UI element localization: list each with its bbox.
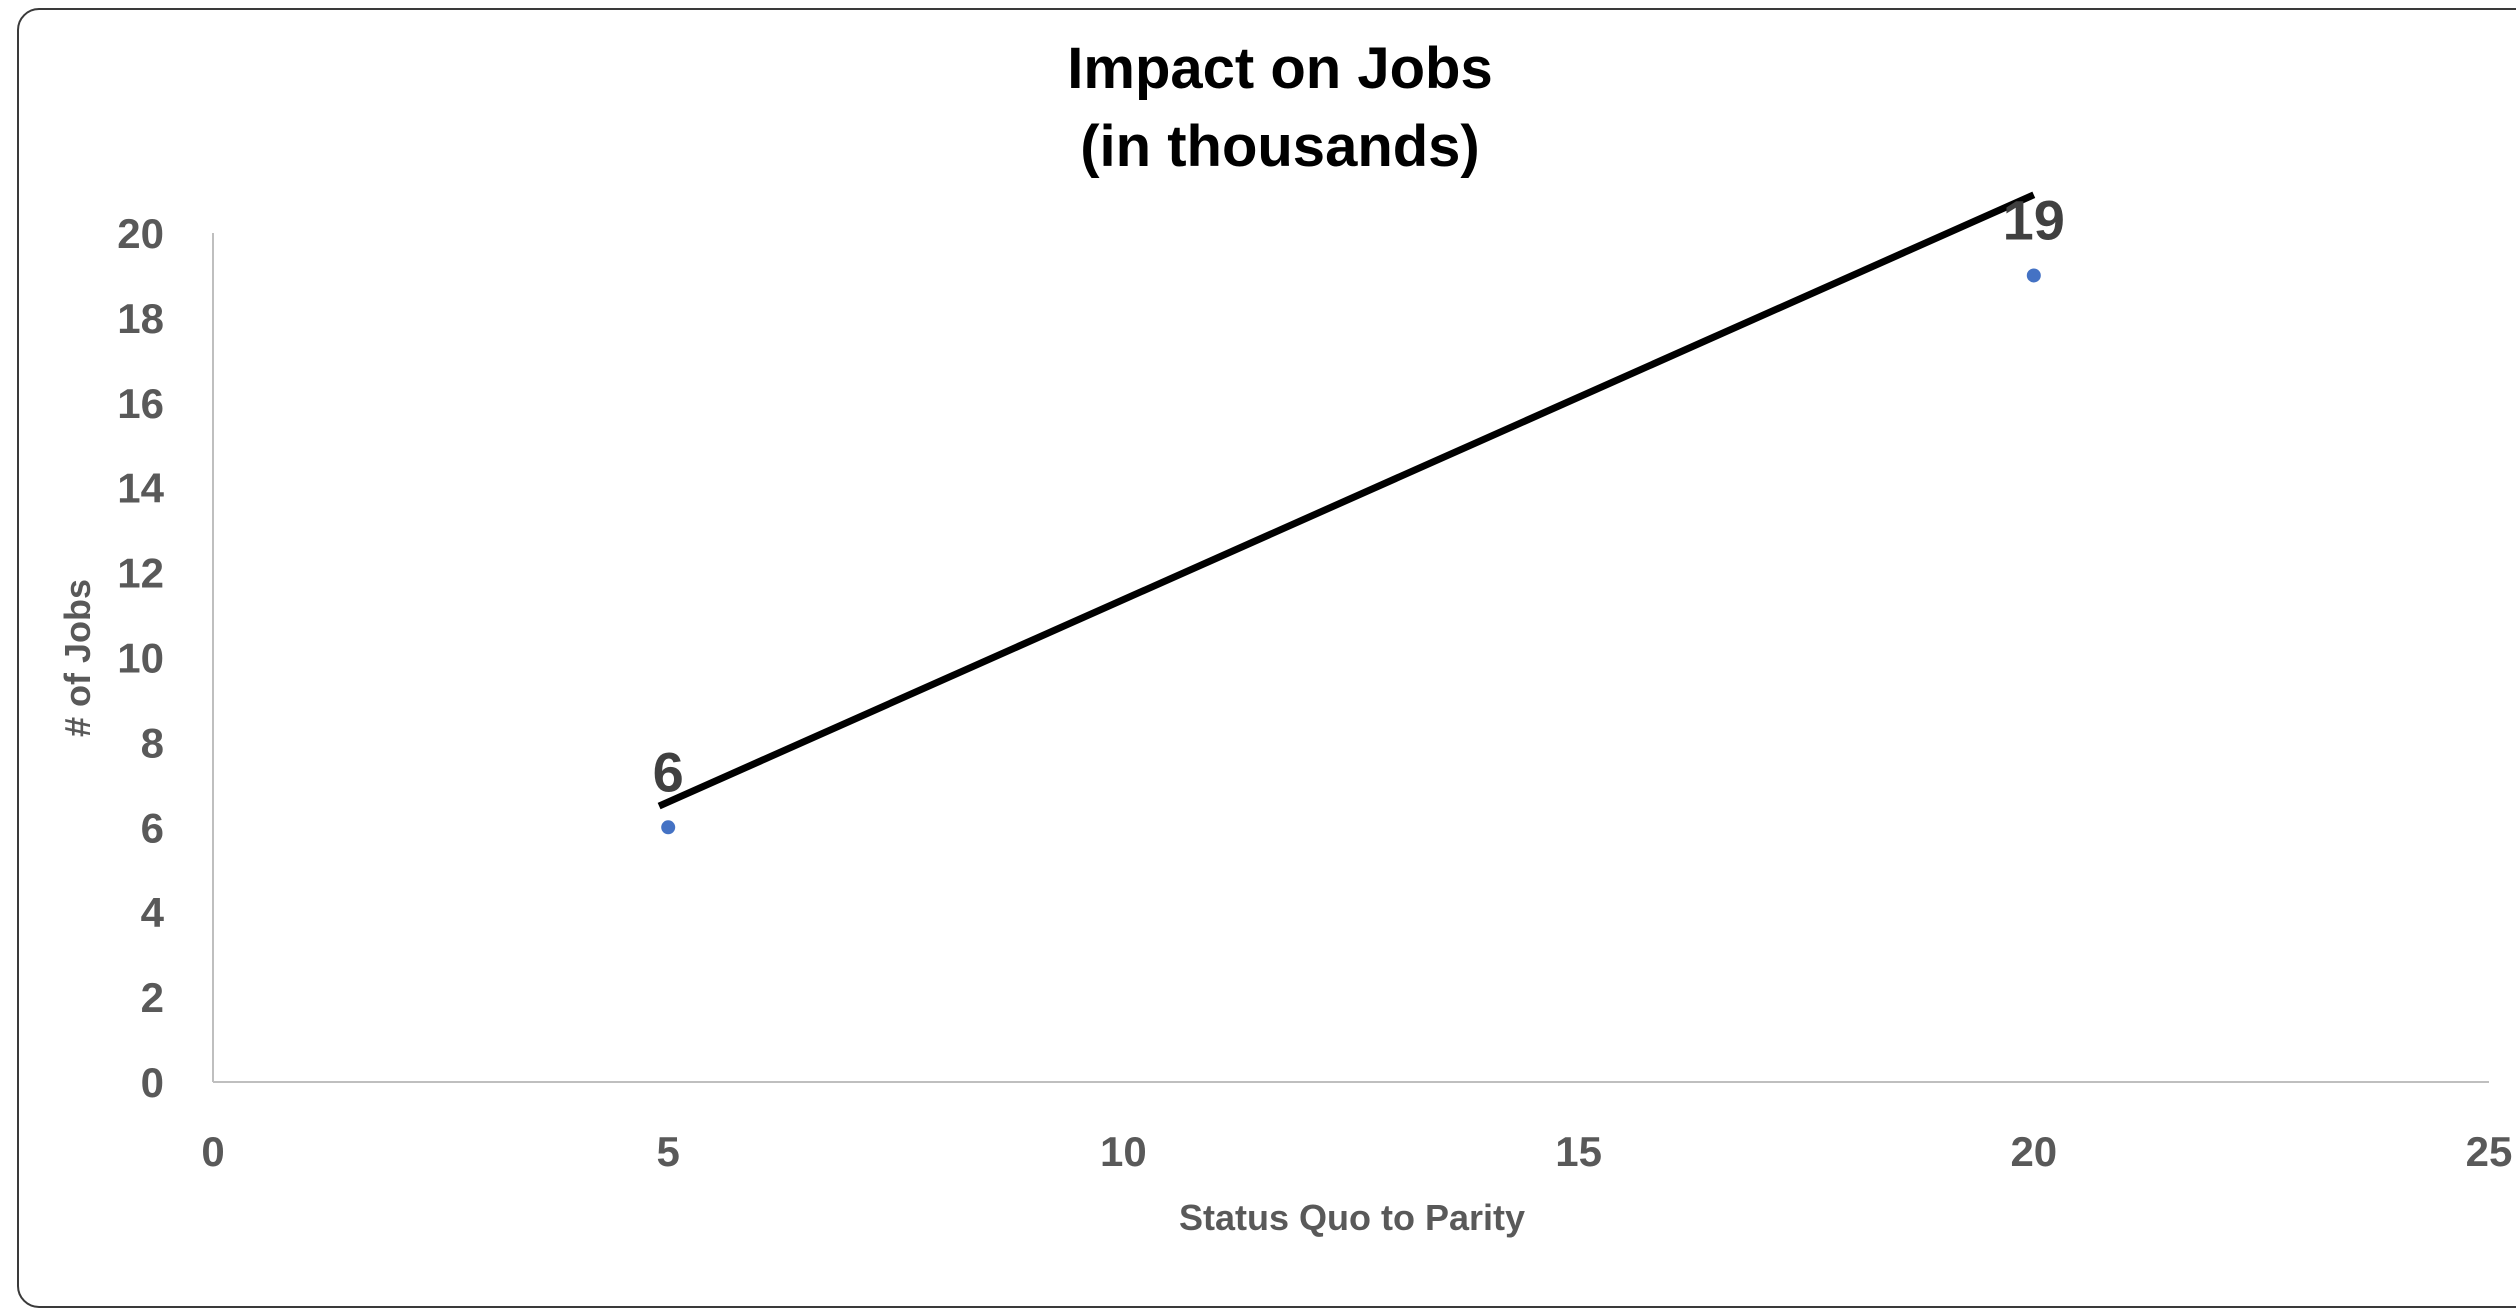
y-tick-label: 16 — [117, 380, 164, 427]
data-point — [2026, 268, 2041, 283]
y-tick-label: 18 — [117, 295, 164, 342]
y-tick-label: 0 — [141, 1059, 164, 1106]
x-axis-title: Status Quo to Parity — [1179, 1197, 1525, 1238]
x-tick-label: 5 — [657, 1128, 680, 1175]
chart-subtitle: (in thousands) — [1080, 114, 1480, 179]
y-tick-label: 8 — [141, 719, 164, 766]
chart-title: Impact on Jobs — [1067, 36, 1492, 101]
axes — [212, 233, 2489, 1083]
y-tick-label: 4 — [141, 889, 165, 936]
x-tick-label: 10 — [1100, 1128, 1147, 1175]
data-points — [661, 268, 2041, 835]
impact-on-jobs-chart: Impact on Jobs (in thousands) 0 2 4 6 8 10 12 1… — [57, 36, 2512, 1238]
y-tick-label: 10 — [117, 635, 164, 682]
x-tick-label: 0 — [201, 1128, 224, 1175]
y-tick-label: 20 — [117, 210, 164, 257]
y-tick-label: 2 — [141, 974, 164, 1021]
data-label: 6 — [653, 740, 684, 803]
x-tick-labels: 0 5 10 15 20 25 — [201, 1128, 2512, 1175]
data-label: 19 — [2003, 188, 2065, 251]
trendline — [657, 191, 2036, 810]
y-tick-label: 14 — [117, 465, 164, 512]
y-tick-labels: 0 2 4 6 8 10 12 14 16 18 20 — [117, 210, 164, 1106]
data-point — [661, 820, 676, 835]
y-axis-title: # of Jobs — [57, 579, 98, 737]
y-tick-label: 6 — [141, 804, 164, 851]
x-tick-label: 25 — [2466, 1128, 2513, 1175]
x-tick-label: 15 — [1555, 1128, 1602, 1175]
y-tick-label: 12 — [117, 550, 164, 597]
chart-frame — [17, 8, 2516, 1308]
x-tick-label: 20 — [2010, 1128, 2057, 1175]
data-labels: 6 19 — [653, 188, 2065, 803]
